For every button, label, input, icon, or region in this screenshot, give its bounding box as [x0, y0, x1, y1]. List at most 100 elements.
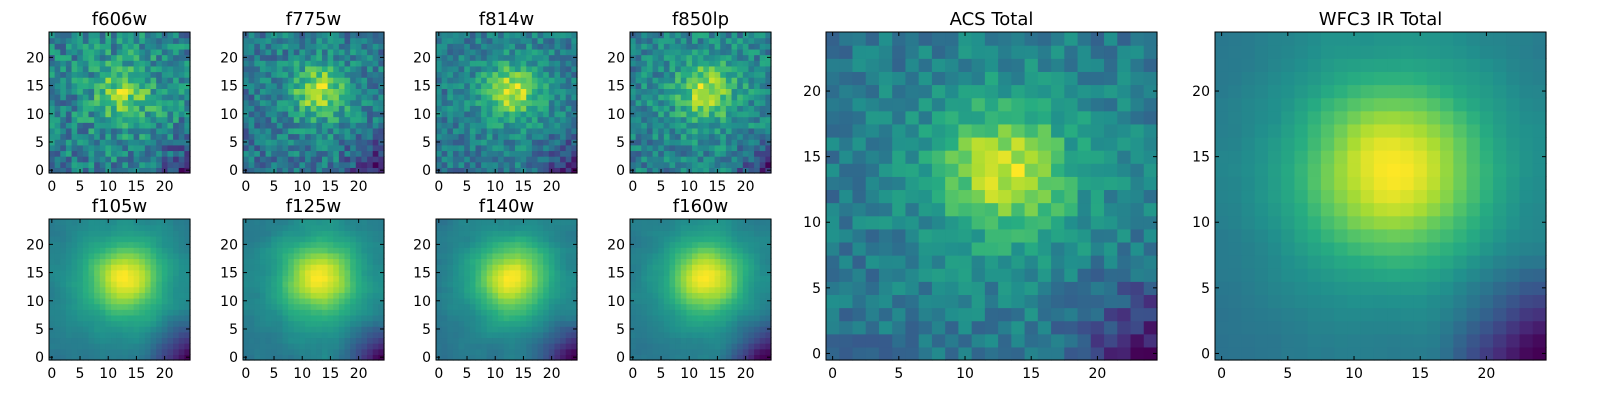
heatmap-cell [321, 235, 329, 243]
heatmap-cell [350, 122, 357, 129]
heatmap-cell [720, 37, 727, 44]
heatmap-cell [316, 71, 323, 78]
heatmap-cell [692, 60, 699, 67]
heatmap-cell [372, 297, 379, 305]
heatmap-cell [548, 105, 556, 112]
heatmap-cell [475, 354, 482, 361]
heatmap-cell [305, 127, 312, 135]
heatmap-cell [464, 269, 471, 276]
heatmap-cell [543, 320, 550, 327]
heatmap-cell [54, 48, 61, 56]
heatmap-cell [548, 127, 556, 135]
heatmap-cell [731, 167, 738, 174]
heatmap-cell [111, 354, 118, 361]
heatmap-cell [475, 167, 482, 174]
heatmap-cell [447, 110, 454, 118]
heatmap-cell [82, 99, 90, 106]
heatmap-cell [554, 54, 561, 61]
heatmap-cell [565, 281, 572, 288]
heatmap-cell [378, 77, 385, 84]
heatmap-cell [333, 122, 340, 129]
heatmap-cell [305, 247, 312, 254]
heatmap-cell [82, 133, 90, 140]
heatmap-cell [361, 337, 368, 344]
heatmap-cell [99, 258, 106, 265]
heatmap-cell [173, 258, 180, 265]
heatmap-cell [133, 122, 140, 129]
heatmap-cell [338, 297, 346, 305]
heatmap-cell [288, 235, 295, 243]
heatmap-cell [82, 110, 90, 118]
heatmap-cell [71, 94, 78, 101]
heatmap-cell [333, 54, 340, 61]
heatmap-cell [692, 354, 699, 361]
heatmap-cell [680, 127, 687, 135]
heatmap-cell [531, 314, 539, 322]
heatmap-cell [293, 54, 300, 61]
heatmap-cell [498, 122, 505, 129]
heatmap-cell [475, 241, 482, 248]
heatmap-cell [675, 150, 682, 157]
heatmap-cell [293, 235, 300, 243]
heatmap-cell [703, 71, 710, 78]
heatmap-cell [503, 337, 510, 344]
heatmap-cell [173, 77, 180, 84]
heatmap-cell [254, 343, 261, 350]
heatmap-cell [531, 65, 539, 73]
heatmap-cell [754, 139, 761, 146]
heatmap-cell [748, 320, 755, 327]
heatmap-cell [725, 77, 733, 84]
heatmap-cell [94, 139, 101, 146]
heatmap-cell [321, 156, 329, 163]
heatmap-cell [139, 37, 146, 44]
heatmap-cell [630, 281, 637, 288]
heatmap-cell [282, 235, 289, 243]
heatmap-cell [692, 320, 699, 327]
heatmap-cell [669, 99, 676, 106]
heatmap-cell [697, 94, 704, 101]
heatmap-cell [641, 320, 648, 327]
heatmap-cell [178, 292, 185, 299]
heatmap-cell [259, 269, 267, 276]
x-tick-label: 5 [463, 179, 472, 195]
heatmap-cell [720, 32, 727, 39]
heatmap-cell [714, 275, 721, 282]
heatmap-cell [282, 264, 289, 271]
y-tick-label: 10 [26, 294, 44, 310]
heatmap-cell [271, 235, 278, 243]
x-tick-label: 0 [241, 366, 250, 382]
heatmap-cell [692, 127, 699, 135]
heatmap-cell [646, 105, 654, 112]
heatmap-cell [60, 314, 67, 322]
heatmap-cell [720, 343, 727, 350]
heatmap-cell [372, 219, 379, 226]
heatmap-cell [77, 65, 84, 73]
heatmap-cell [697, 281, 704, 288]
heatmap-cell [161, 43, 169, 50]
heatmap-cell [259, 37, 267, 44]
heatmap-cell [344, 326, 351, 333]
heatmap-cell [680, 281, 687, 288]
heatmap-cell [338, 348, 346, 355]
heatmap-cell [725, 105, 733, 112]
heatmap-cell [82, 116, 90, 123]
heatmap-cell [116, 348, 123, 355]
heatmap-cell [742, 320, 750, 327]
heatmap-cell [565, 252, 572, 260]
heatmap-cell [708, 297, 716, 305]
heatmap-cell [663, 88, 671, 95]
heatmap-cell [299, 252, 306, 260]
heatmap-cell [338, 275, 346, 282]
heatmap-cell [641, 269, 648, 276]
heatmap-cell [554, 105, 561, 112]
heatmap-cell [321, 286, 329, 293]
heatmap-cell [754, 309, 761, 316]
heatmap-cell [680, 275, 687, 282]
heatmap-cell [498, 331, 505, 339]
heatmap-cell [378, 224, 385, 231]
heatmap-cell [509, 88, 516, 95]
heatmap-cell [378, 127, 385, 135]
heatmap-cell [156, 331, 163, 339]
heatmap-cell [305, 88, 312, 95]
heatmap-cell [646, 343, 654, 350]
